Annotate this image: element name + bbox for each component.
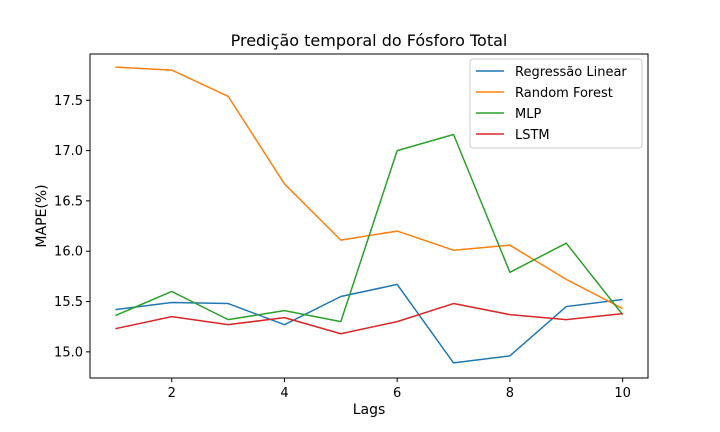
x-tick-label: 6 bbox=[393, 386, 401, 401]
plot-frame bbox=[89, 53, 649, 379]
y-axis-label: MAPE(%) bbox=[34, 184, 50, 247]
y-axis-ticks: 15.0 15.5 16.0 16.5 17.0 17.5 bbox=[54, 94, 90, 360]
y-tick-label: 16.5 bbox=[54, 194, 83, 209]
legend-label-0: Regressão Linear bbox=[515, 65, 627, 80]
y-tick-label: 16.0 bbox=[54, 245, 83, 260]
x-tick-label: 8 bbox=[506, 386, 514, 401]
legend-label-2: MLP bbox=[515, 107, 541, 122]
series-line-0 bbox=[115, 283, 623, 364]
legend-label-1: Random Forest bbox=[515, 86, 613, 101]
chart-title: Predição temporal do Fósforo Total bbox=[231, 31, 508, 50]
legend: Regressão Linear Random Forest MLP LSTM bbox=[469, 58, 643, 149]
x-axis-label: Lags bbox=[353, 402, 386, 418]
series-line-3 bbox=[115, 302, 623, 335]
y-tick-label: 17.0 bbox=[54, 144, 83, 159]
x-tick-label: 10 bbox=[614, 386, 631, 401]
x-tick-label: 2 bbox=[168, 386, 176, 401]
x-tick-label: 4 bbox=[280, 386, 288, 401]
plot-lines bbox=[115, 66, 624, 364]
x-axis-ticks: 2 4 6 8 10 bbox=[168, 378, 631, 401]
y-tick-label: 15.5 bbox=[54, 295, 83, 310]
legend-box bbox=[469, 58, 643, 149]
legend-label-3: LSTM bbox=[515, 128, 550, 143]
y-tick-label: 17.5 bbox=[54, 94, 83, 109]
series-line-2 bbox=[115, 133, 624, 323]
y-tick-label: 15.0 bbox=[54, 345, 83, 360]
